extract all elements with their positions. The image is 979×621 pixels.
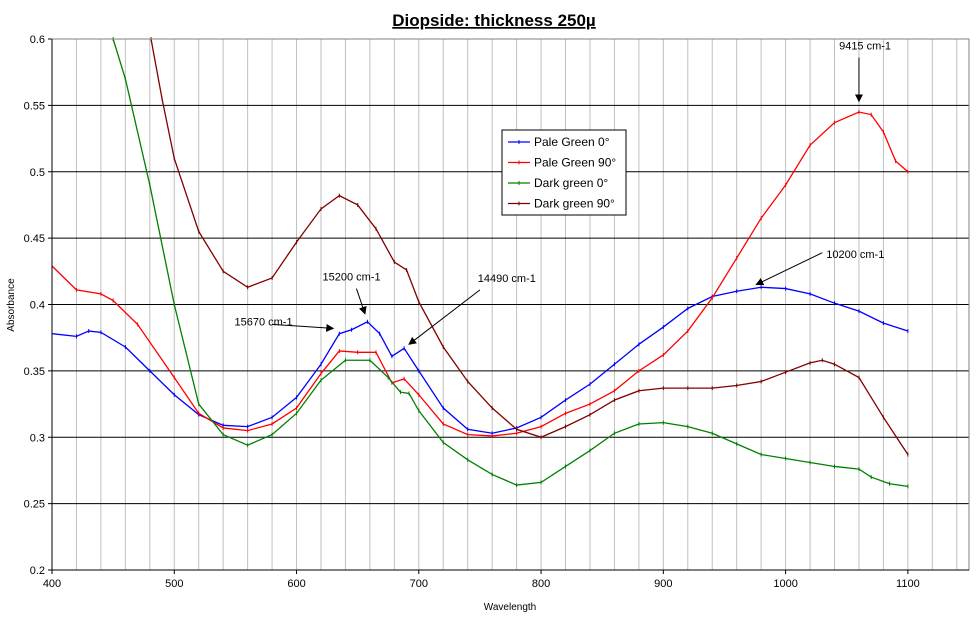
legend-label: Dark green 0° [534,176,608,190]
legend-box [501,129,627,216]
series-line-0 [51,286,909,434]
annotation-label: 15200 cm-1 [323,272,381,284]
y-axis-label: Absorbance [6,278,17,332]
annotation-arrow [355,288,367,315]
axes: 0.2 0.25 0.3 0.35 0.4 0.45 0.5 0.55 0.6 400 500 600… [24,34,970,590]
x-tick-label: 900 [654,578,672,590]
grid [52,39,969,570]
annotation-arrow [408,289,481,345]
series-line-1 [51,111,909,437]
x-tick-label: 600 [287,578,305,590]
legend-label: Pale Green 0° [534,135,610,149]
x-axis-label: Wavelength [484,602,536,613]
annotation-arrow [755,252,823,286]
annotation-label: 10200 cm-1 [826,249,884,261]
series-line-2 [112,38,908,488]
chart-title: Diopside: thickness 250µ [392,11,595,30]
annotation-label: 14490 cm-1 [478,273,536,285]
legend-label: Pale Green 90° [534,156,616,170]
y-tick-label: 0.5 [30,167,45,179]
x-tick-label: 1000 [773,578,797,590]
x-tick-label: 1100 [896,578,920,590]
x-tick-label: 500 [165,578,183,590]
y-tick-label: 0.6 [30,34,45,46]
annotations: 9415 cm-1 10200 cm-1 15670 cm-1 15200 cm-1 1… [234,41,891,345]
y-tick-label: 0.55 [24,100,45,112]
y-tick-label: 0.25 [24,499,45,511]
legend-label: Dark green 90° [534,197,615,211]
y-tick-label: 0.4 [30,300,45,312]
y-tick-label: 0.45 [24,233,45,245]
y-tick-label: 0.3 [30,432,45,444]
series-group [51,37,909,489]
y-tick-label: 0.2 [30,565,45,577]
annotation-label: 9415 cm-1 [839,41,891,53]
legend: Pale Green 0° Pale Green 90° Dark green 0°… [501,129,627,216]
annotation-arrow [272,323,335,332]
x-tick-label: 400 [43,578,61,590]
annotation-label: 15670 cm-1 [234,317,292,329]
series-line-3 [150,38,909,455]
x-tick-label: 800 [532,578,550,590]
x-tick-label: 700 [410,578,428,590]
y-tick-label: 0.35 [24,366,45,378]
